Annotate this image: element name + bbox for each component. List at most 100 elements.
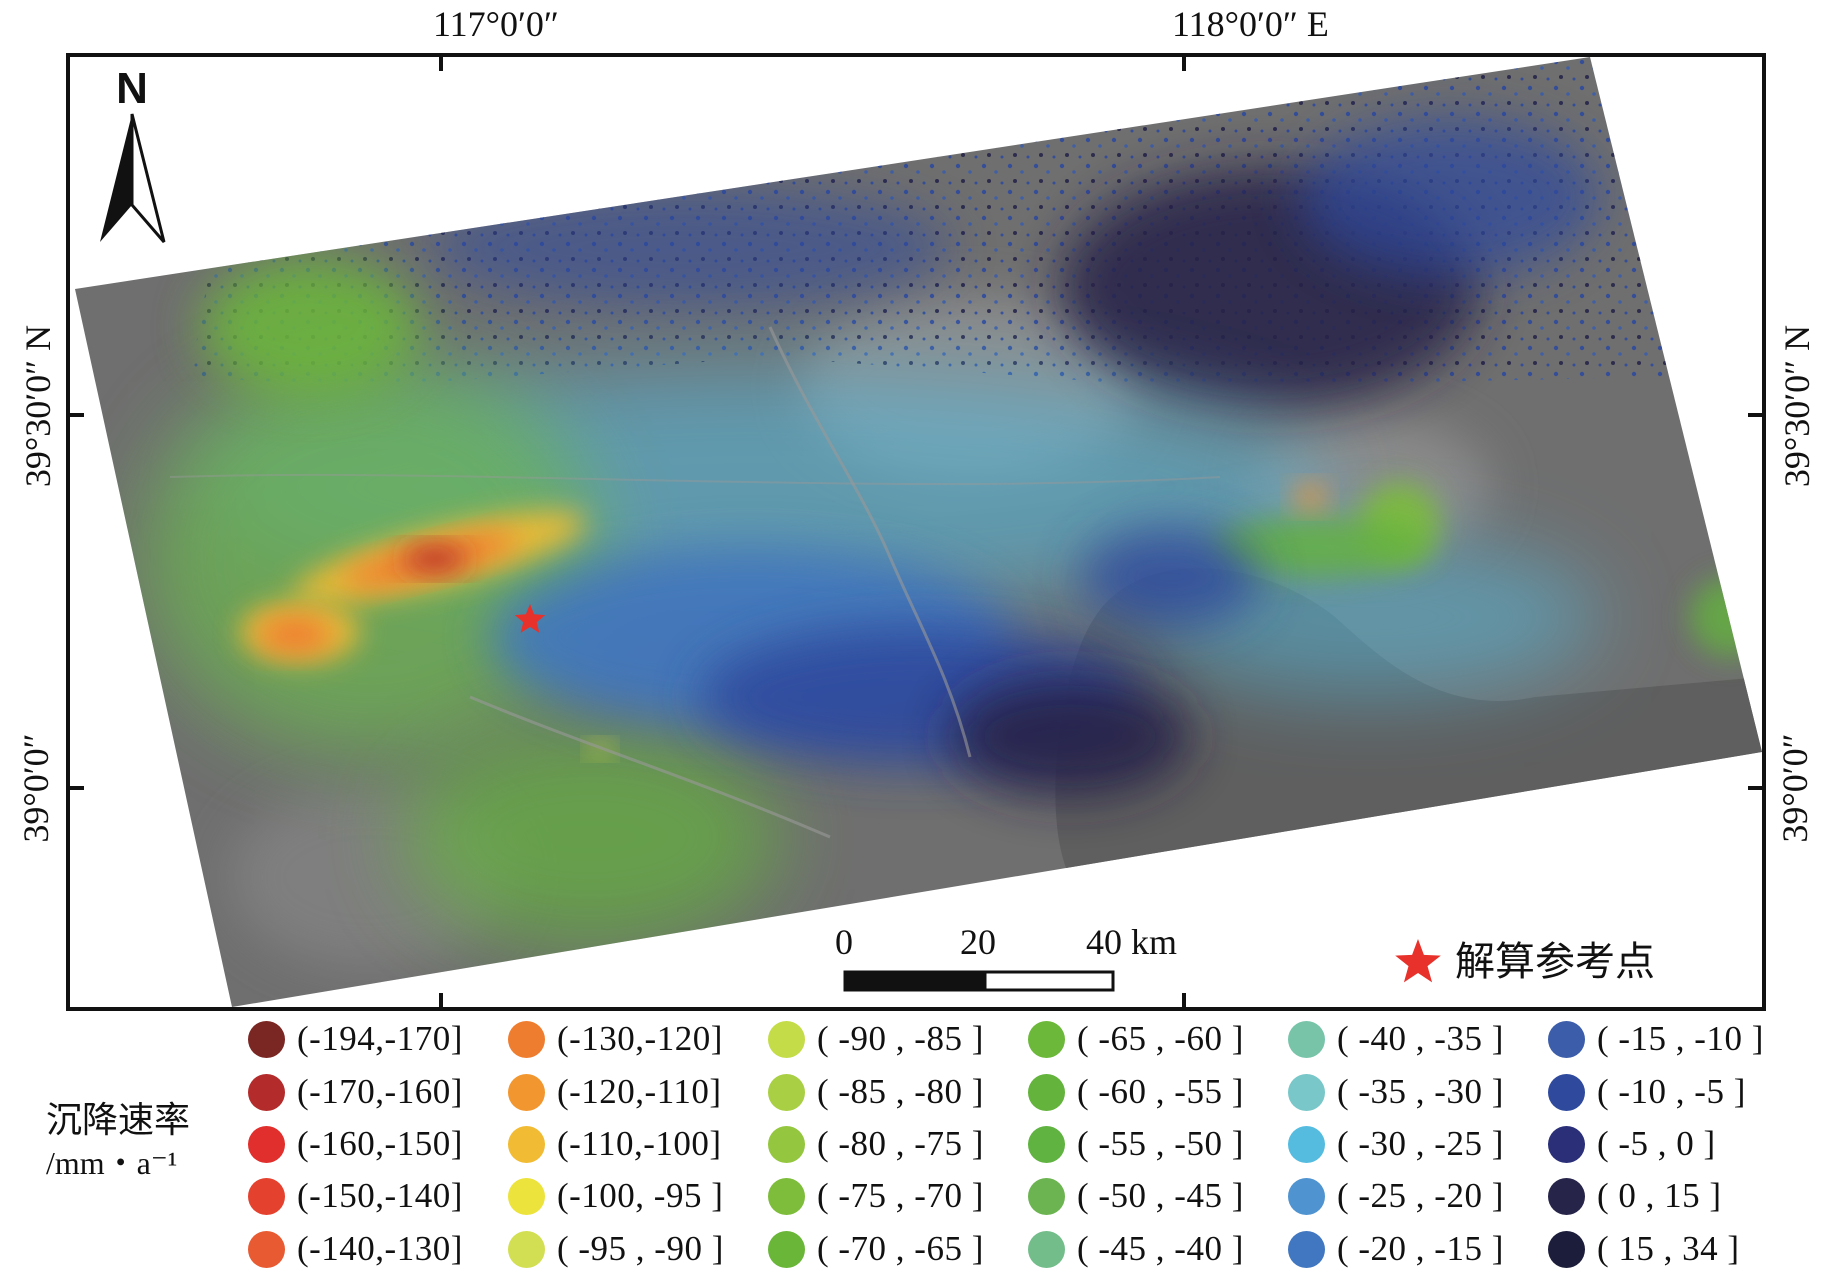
legend-swatch [248,1125,285,1163]
legend-item: (-160,-150] [248,1124,463,1164]
legend-item: (-150,-140] [248,1176,463,1216]
legend-label: ( 15 , 34 ] [1597,1229,1740,1268]
legend-label: ( -95 , -90 ] [557,1229,724,1268]
legend-swatch [508,1125,545,1163]
legend-swatch [508,1020,545,1058]
legend-swatch [508,1177,545,1215]
legend-label: (-110,-100] [557,1124,722,1163]
legend-item: ( -15 , -10 ] [1548,1019,1764,1059]
legend-item: ( -75 , -70 ] [768,1176,984,1216]
legend-item: (-110,-100] [508,1124,722,1164]
legend-swatch [1288,1125,1325,1163]
legend-swatch [1028,1177,1065,1215]
legend-swatch [1028,1020,1065,1058]
legend-item: (-130,-120] [508,1019,723,1059]
legend-swatch [248,1020,285,1058]
legend-title: 沉降速率 /mm・a⁻¹ [46,1098,190,1183]
legend-swatch [768,1230,805,1268]
reference-point-legend-star-icon [1395,939,1441,983]
legend-label: ( -50 , -45 ] [1077,1176,1244,1215]
latitude-label-left-39-00: 39°0′0″ [16,733,56,843]
legend-label: (-120,-110] [557,1072,722,1111]
legend-title-line1: 沉降速率 [46,1100,191,1140]
legend-item: (-120,-110] [508,1072,722,1112]
legend-item: ( -45 , -40 ] [1028,1229,1244,1269]
legend-label: (-194,-170] [297,1019,463,1058]
legend-item: ( -35 , -30 ] [1288,1072,1504,1112]
legend-item: ( -70 , -65 ] [768,1229,984,1269]
legend-item: ( -5 , 0 ] [1548,1124,1716,1164]
legend-item: ( -40 , -35 ] [1288,1019,1504,1059]
legend-swatch [1028,1125,1065,1163]
legend-label: ( -75 , -70 ] [817,1176,984,1215]
legend-label: ( 0 , 15 ] [1597,1176,1722,1215]
legend-label: ( -65 , -60 ] [1077,1019,1244,1058]
legend-item: ( -65 , -60 ] [1028,1019,1244,1059]
legend-label: ( -35 , -30 ] [1337,1072,1504,1111]
legend-item: ( -50 , -45 ] [1028,1176,1244,1216]
longitude-label-118: 118°0′0″ E [1172,4,1329,44]
legend-item: (-100, -95 ] [508,1176,723,1216]
legend-swatch [1288,1230,1325,1268]
legend-swatch [768,1020,805,1058]
legend-swatch [1548,1125,1585,1163]
legend-swatch [1548,1073,1585,1111]
legend-swatch [508,1230,545,1268]
scale-tick-0: 0 [835,922,853,962]
legend-item: ( -25 , -20 ] [1288,1176,1504,1216]
legend-item: ( -80 , -75 ] [768,1124,984,1164]
reference-point-label: 解算参考点 [1455,939,1655,985]
north-arrow-icon [100,113,166,243]
legend-item: (-194,-170] [248,1019,463,1059]
legend-label: ( -25 , -20 ] [1337,1176,1504,1215]
legend-label: ( -10 , -5 ] [1597,1072,1746,1111]
legend-label: (-160,-150] [297,1124,463,1163]
legend-item: ( -30 , -25 ] [1288,1124,1504,1164]
legend-swatch [768,1125,805,1163]
legend-label: ( -5 , 0 ] [1597,1124,1716,1163]
legend-label: ( -60 , -55 ] [1077,1072,1244,1111]
legend-swatch [1288,1020,1325,1058]
legend-swatch [1028,1073,1065,1111]
legend-swatch [248,1073,285,1111]
legend-swatch [1548,1020,1585,1058]
legend-item: (-140,-130] [248,1229,463,1269]
legend-item: ( -60 , -55 ] [1028,1072,1244,1112]
legend-label: ( -55 , -50 ] [1077,1124,1244,1163]
star-shape [1395,939,1441,983]
latitude-label-right-39-00: 39°0′0″ [1775,733,1815,843]
legend-item: ( -85 , -80 ] [768,1072,984,1112]
legend-label: (-130,-120] [557,1019,723,1058]
legend-label: (-100, -95 ] [557,1176,724,1215]
star-shape [514,604,546,633]
legend-item: ( -90 , -85 ] [768,1019,984,1059]
reference-point-star-icon[interactable] [514,604,546,633]
legend-label: ( -15 , -10 ] [1597,1019,1764,1058]
legend-title-line2: /mm・a⁻¹ [46,1145,178,1181]
legend-label: ( -45 , -40 ] [1077,1229,1244,1268]
legend-label: (-140,-130] [297,1229,463,1268]
longitude-label-117: 117°0′0″ [433,4,559,44]
legend-swatch [1548,1177,1585,1215]
legend-item: ( -55 , -50 ] [1028,1124,1244,1164]
legend-item: ( -20 , -15 ] [1288,1229,1504,1269]
legend-swatch [1548,1230,1585,1268]
latitude-label-left-39-30: 39°30′0″ N [18,324,58,488]
legend-swatch [1288,1073,1325,1111]
latitude-label-right-39-30: 39°30′0″ N [1777,324,1817,488]
legend-label: (-150,-140] [297,1176,463,1215]
map-frame[interactable]: N 0 20 40 km 解算参考点 [66,53,1766,1011]
legend-label: ( -70 , -65 ] [817,1229,984,1268]
legend-swatch [768,1073,805,1111]
legend-label: ( -40 , -35 ] [1337,1019,1504,1058]
legend-label: ( -80 , -75 ] [817,1124,984,1163]
legend-item: (-170,-160] [248,1072,463,1112]
legend-item: ( -95 , -90 ] [508,1229,724,1269]
legend-swatch [248,1177,285,1215]
legend-swatch [768,1177,805,1215]
legend-swatch [248,1230,285,1268]
legend-label: ( -30 , -25 ] [1337,1124,1504,1163]
legend-label: ( -90 , -85 ] [817,1019,984,1058]
north-label: N [116,64,148,113]
subsidence-map[interactable]: N [70,57,1762,1007]
